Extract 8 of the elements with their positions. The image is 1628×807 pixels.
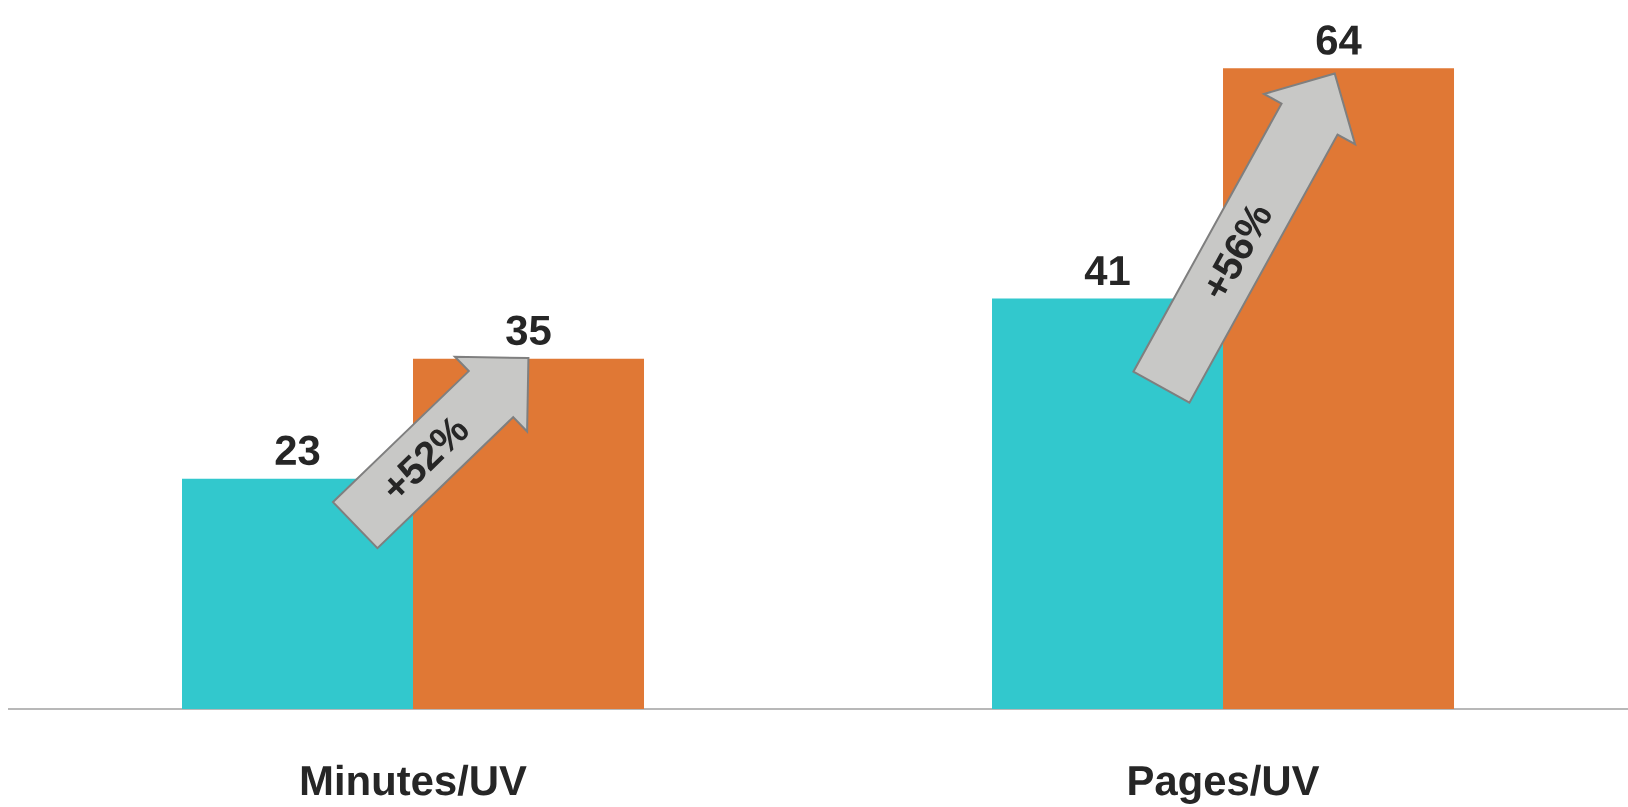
data-label: 64 <box>1316 25 1362 55</box>
data-label: 35 <box>506 315 551 346</box>
data-label: 41 <box>1084 256 1130 286</box>
x-tick-label: Pages/UV <box>1129 764 1320 804</box>
x-tick-label: Minutes/UV <box>301 764 527 796</box>
annotation: +56% <box>1207 205 1271 297</box>
bar <box>992 298 1224 709</box>
data-label: 23 <box>275 435 320 466</box>
